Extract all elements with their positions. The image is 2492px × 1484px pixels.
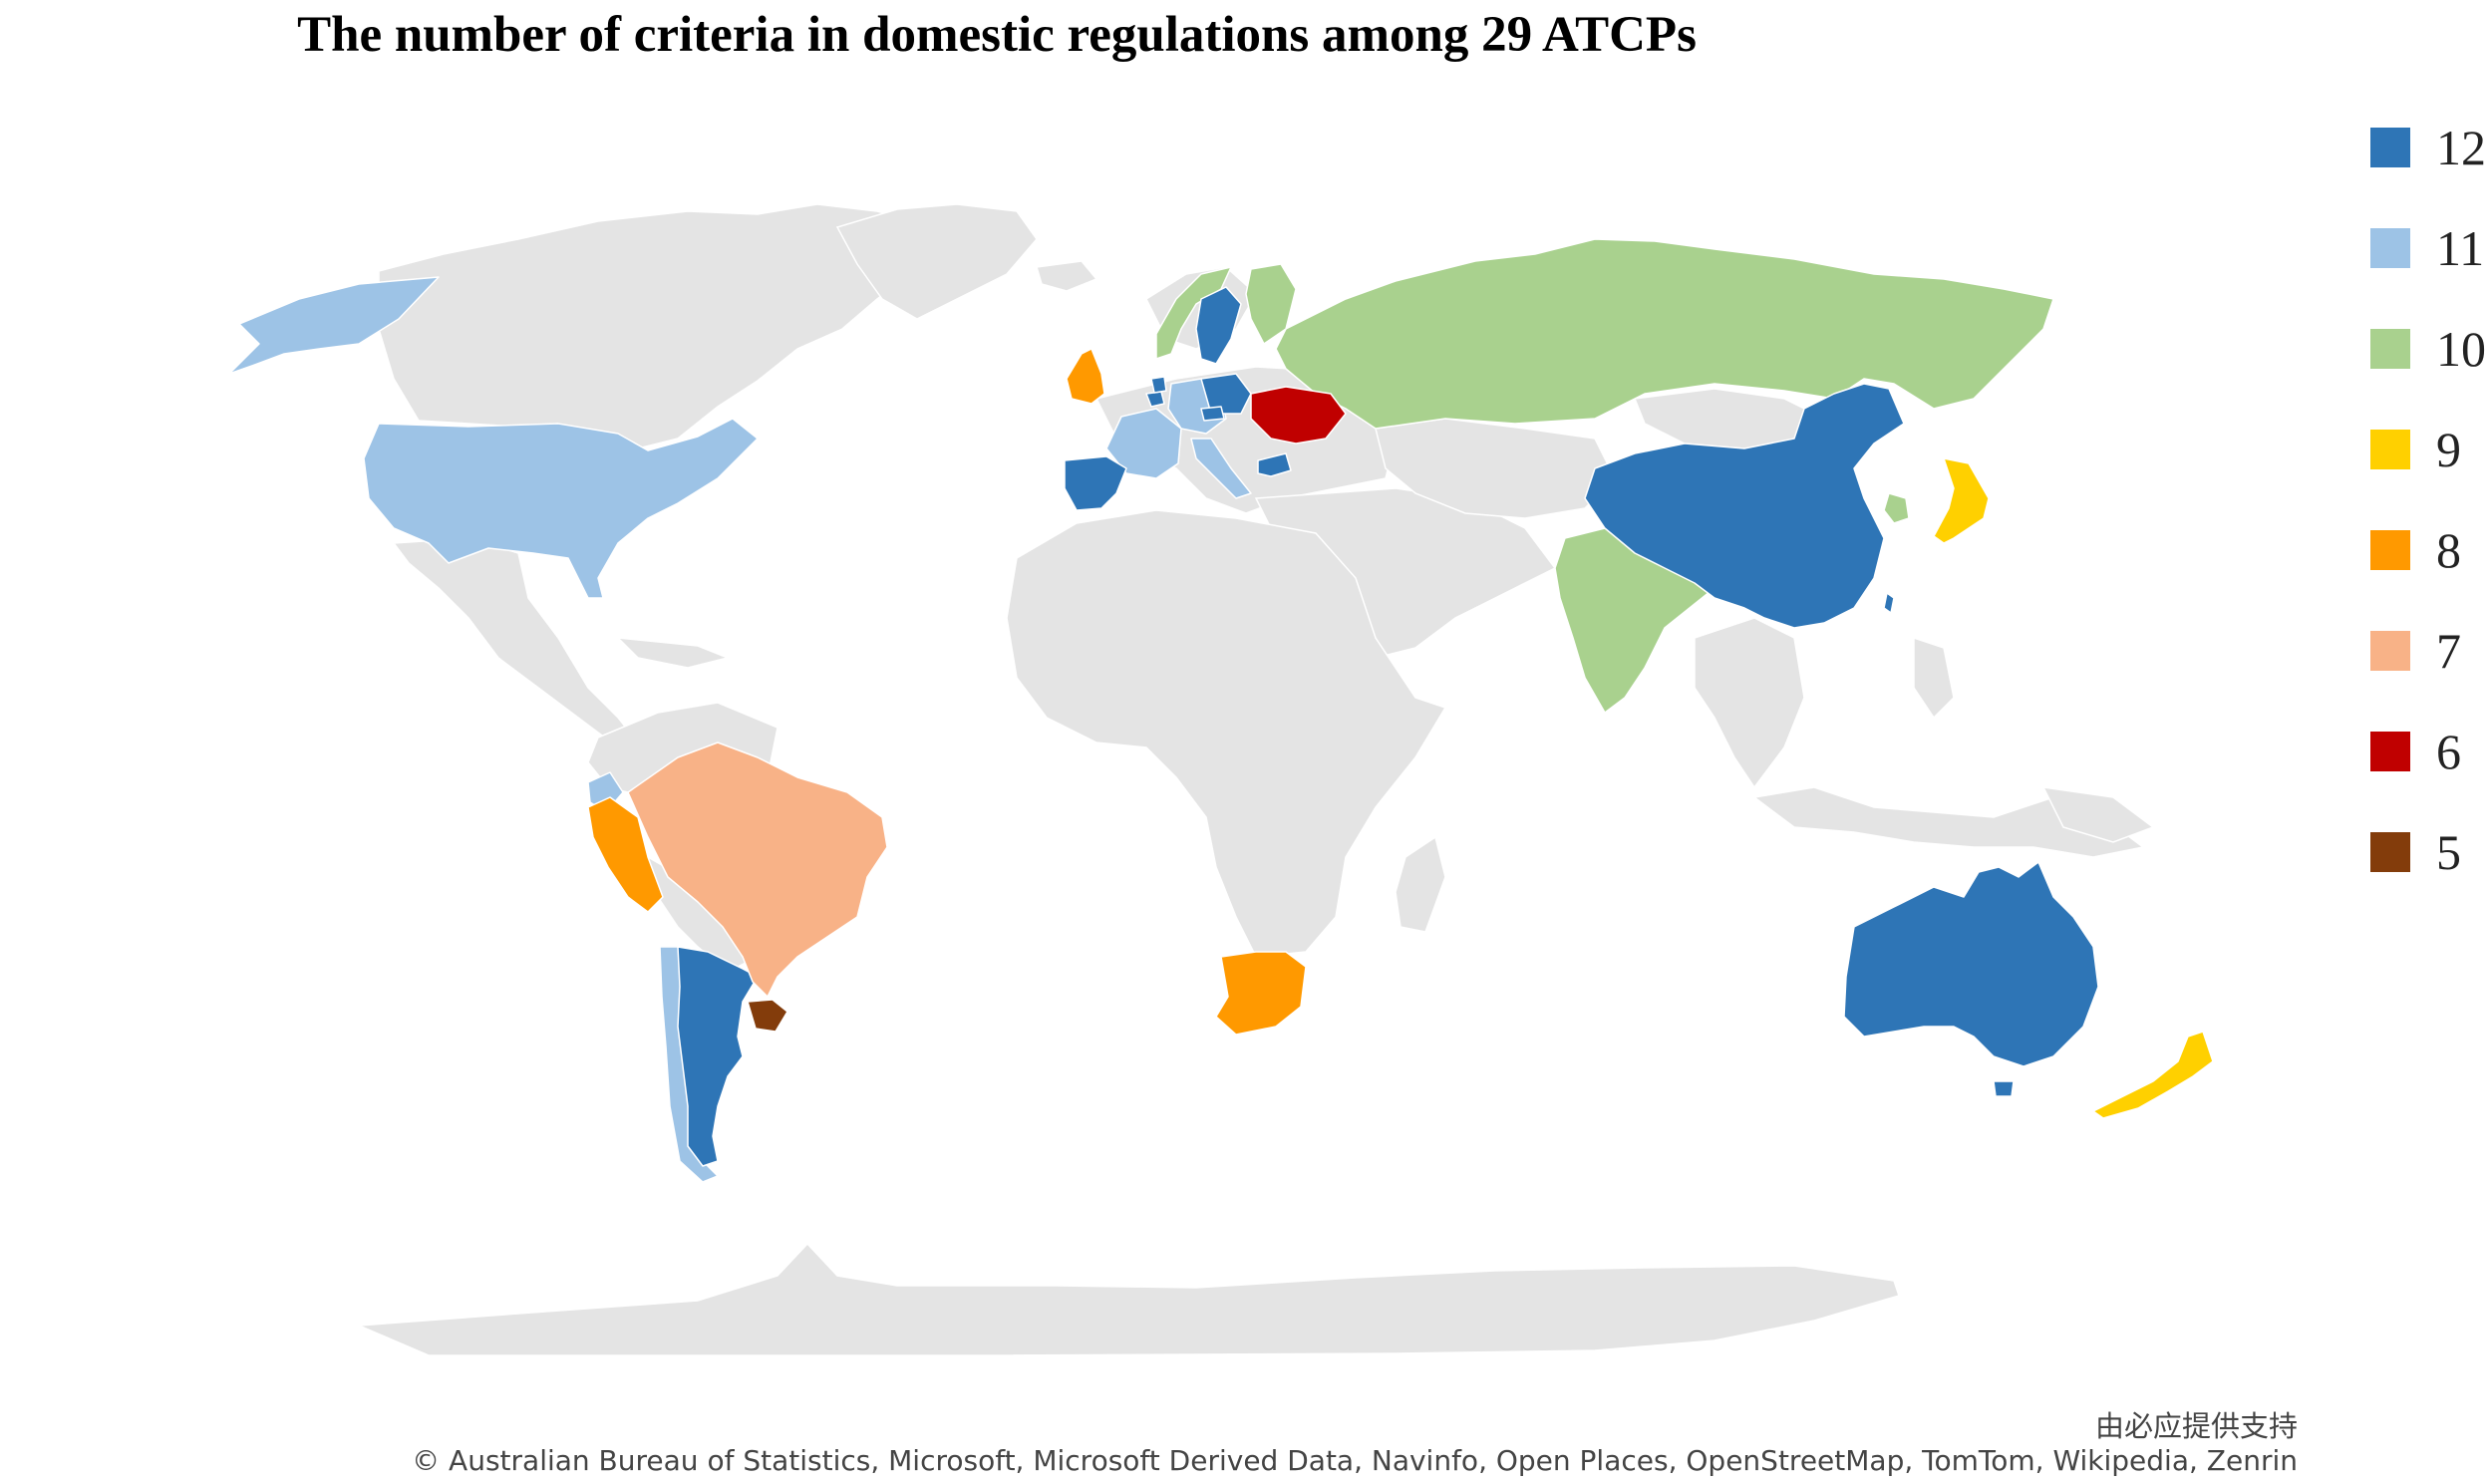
legend-label: 5 [2436, 824, 2461, 880]
landmass-caribbean [615, 637, 731, 669]
country-south-africa [1215, 951, 1307, 1036]
landmass-png [2041, 786, 2155, 843]
landmass-africa [1006, 509, 1447, 958]
legend-item-8: 8 [2370, 520, 2492, 578]
powered-by-credit: 由必应提供支持 [2094, 1409, 2298, 1443]
country-france [1105, 408, 1182, 479]
legend-swatch [2370, 631, 2410, 671]
legend-label: 6 [2436, 724, 2461, 779]
country-united-kingdom [1066, 348, 1105, 405]
legend-item-10: 10 [2370, 319, 2492, 377]
country-netherlands [1150, 376, 1167, 394]
country-china [1584, 383, 1905, 629]
legend-item-11: 11 [2370, 218, 2492, 276]
legend-swatch [2370, 832, 2410, 872]
legend-swatch [2370, 228, 2410, 268]
landmass-central-asia [1375, 418, 1616, 519]
landmass-antarctica [358, 1242, 1900, 1356]
country-peru [587, 796, 664, 913]
country-tasmania [1993, 1080, 2015, 1097]
country-alaska [228, 276, 440, 375]
country-new-zealand [2092, 1031, 2214, 1119]
country-uruguay [747, 999, 788, 1033]
legend-label: 12 [2436, 120, 2486, 175]
map-title: The number of criteria in domestic regul… [297, 7, 1697, 63]
landmass-madagascar [1395, 835, 1446, 933]
country-russia [1275, 238, 2054, 430]
country-czechia [1200, 406, 1225, 422]
country-italy [1190, 438, 1252, 499]
country-finland [1245, 263, 1297, 345]
legend-label: 9 [2436, 422, 2461, 477]
country-brazil [627, 742, 888, 998]
country-japan [1933, 457, 1990, 544]
legend-label: 7 [2436, 623, 2461, 679]
country-spain [1064, 455, 1127, 511]
base-land [358, 203, 2155, 1356]
attribution-credit: © Australian Bureau of Statistics, Micro… [412, 1444, 2298, 1477]
landmass-indonesia [1752, 786, 2145, 858]
country-bulgaria [1257, 452, 1292, 477]
legend-label: 11 [2436, 220, 2485, 276]
legend-label: 8 [2436, 522, 2461, 578]
legend-swatch [2370, 430, 2410, 469]
landmass-greenland [835, 203, 1038, 320]
legend-item-12: 12 [2370, 118, 2492, 175]
country-united-states [363, 418, 759, 599]
legend-item-9: 9 [2370, 420, 2492, 477]
country-australia [1843, 861, 2099, 1067]
legend-swatch [2370, 128, 2410, 167]
legend-item-7: 7 [2370, 621, 2492, 679]
landmass-philippines [1913, 636, 1955, 720]
country-layer [228, 238, 2214, 1183]
legend-swatch [2370, 732, 2410, 771]
legend-item-6: 6 [2370, 722, 2492, 779]
legend-label: 10 [2436, 321, 2486, 377]
legend-swatch [2370, 530, 2410, 570]
landmass-canada-greenland [378, 203, 959, 449]
country-south-korea [1883, 492, 1910, 524]
landmass-southeast-asia [1694, 617, 1805, 789]
country-ukraine [1250, 386, 1347, 445]
landmass-iceland [1036, 260, 1098, 292]
country-sweden [1195, 286, 1242, 365]
country-argentina [677, 946, 759, 1167]
legend-item-5: 5 [2370, 822, 2492, 880]
country-taiwan [1883, 592, 1895, 614]
legend-swatch [2370, 329, 2410, 369]
